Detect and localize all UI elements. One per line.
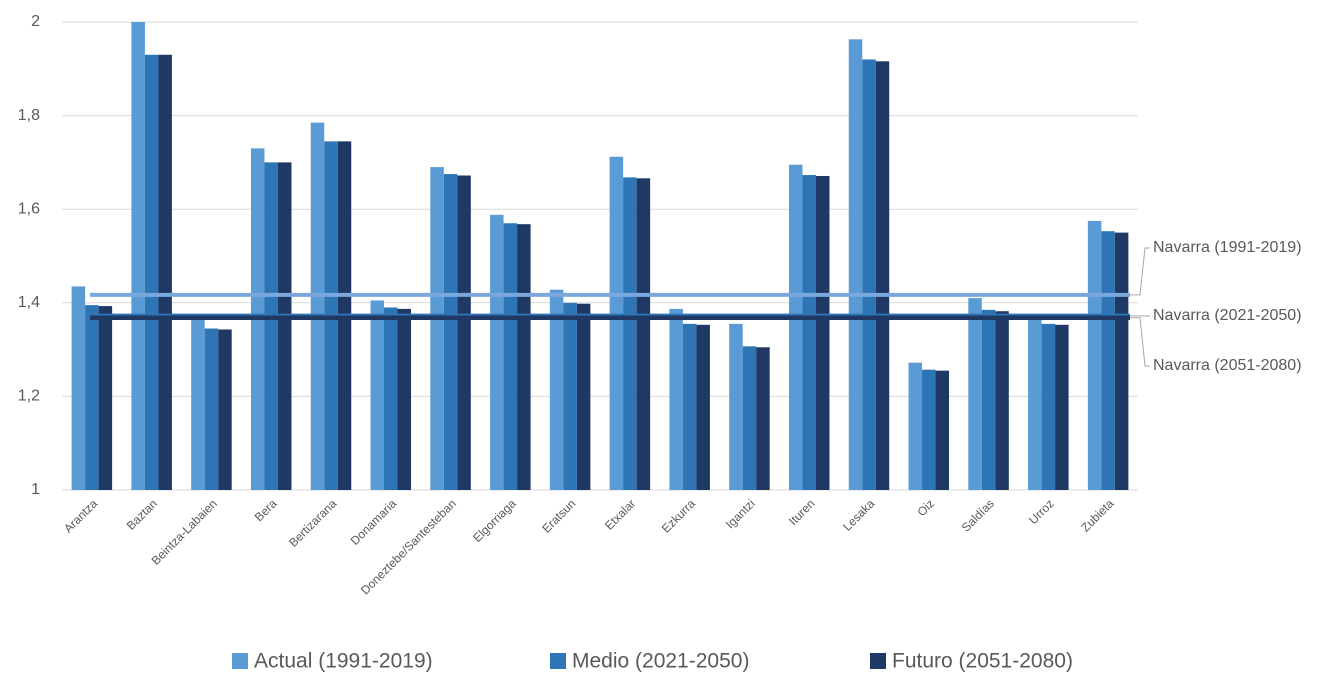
- legend-swatch: [870, 653, 886, 669]
- bar: [384, 307, 398, 490]
- bar: [875, 61, 890, 490]
- bar: [1087, 220, 1102, 490]
- bar: [370, 300, 385, 490]
- bar: [457, 175, 471, 490]
- bar: [609, 156, 624, 490]
- x-tick-label: Eratsun: [539, 496, 578, 535]
- x-tick-label: Lesaka: [840, 496, 877, 533]
- bar: [98, 306, 113, 490]
- bar: [995, 311, 1009, 490]
- bar: [443, 174, 458, 490]
- bar: [788, 164, 803, 491]
- x-tick-label: Bera: [252, 496, 280, 524]
- x-tick-label: Zubieta: [1078, 496, 1116, 534]
- bar: [669, 308, 683, 490]
- y-tick-label: 1,4: [18, 294, 40, 311]
- bar: [696, 324, 710, 490]
- bar: [144, 54, 159, 490]
- bar: [397, 308, 412, 490]
- reference-label: Navarra (2021-2050): [1153, 307, 1302, 324]
- x-tick-label: Saldías: [959, 496, 997, 534]
- bar: [636, 178, 651, 490]
- bar: [218, 329, 232, 490]
- bar: [430, 167, 444, 490]
- bar: [623, 177, 637, 490]
- reference-label: Navarra (2051-2080): [1153, 357, 1302, 374]
- bar: [729, 323, 743, 490]
- bar: [922, 369, 936, 490]
- bar: [264, 162, 278, 490]
- x-tick-label: Ezkurra: [659, 496, 698, 535]
- bar: [204, 328, 219, 490]
- y-tick-label: 1: [31, 481, 40, 498]
- leader-line: [1130, 247, 1150, 296]
- bar: [503, 223, 518, 491]
- reference-label: Navarra (1991-2019): [1153, 239, 1302, 256]
- x-tick-label: Ituren: [786, 496, 818, 528]
- bar: [158, 54, 172, 490]
- bar: [682, 323, 697, 490]
- bar: [1028, 314, 1042, 490]
- bar: [576, 303, 591, 490]
- bar: [981, 309, 996, 490]
- bar: [862, 59, 876, 490]
- bar: [191, 316, 205, 490]
- x-tick-label: Donamaria: [348, 496, 400, 548]
- x-tick-label: Etxalar: [602, 496, 638, 532]
- x-tick-label: Arantza: [61, 496, 100, 535]
- bar: [1114, 232, 1129, 490]
- bar: [71, 286, 86, 490]
- bar: [756, 347, 770, 490]
- bar: [815, 175, 830, 491]
- leader-line: [1130, 317, 1150, 367]
- x-tick-label: Baztan: [124, 496, 160, 532]
- y-tick-label: 1,8: [18, 107, 40, 124]
- bar: [1055, 324, 1069, 490]
- bar: [1041, 323, 1056, 490]
- bar: [802, 175, 816, 490]
- x-tick-label: Bertizarana: [286, 496, 340, 550]
- x-tick-label: Beintza-Labaien: [149, 496, 220, 567]
- bar: [968, 298, 982, 490]
- bar: [1101, 231, 1115, 491]
- bar: [490, 214, 504, 491]
- x-tick-label: Oiz: [915, 496, 938, 519]
- bar: [848, 39, 863, 490]
- legend-swatch: [232, 653, 248, 669]
- legend-label: Actual (1991-2019): [254, 650, 433, 673]
- bar: [549, 289, 564, 490]
- x-tick-label: Igantzi: [723, 496, 758, 531]
- bar: [563, 302, 577, 490]
- bar: [85, 305, 99, 490]
- bar: [742, 346, 757, 490]
- y-tick-label: 2: [31, 13, 40, 30]
- bar: [310, 122, 325, 491]
- legend-label: Futuro (2051-2080): [892, 650, 1073, 673]
- bar: [131, 22, 145, 490]
- bar: [277, 162, 292, 490]
- x-tick-label: Urroz: [1026, 496, 1057, 527]
- y-tick-label: 1,2: [18, 388, 40, 405]
- x-tick-label: Elgorriaga: [470, 496, 519, 545]
- bar: [517, 224, 531, 490]
- y-tick-label: 1,6: [18, 200, 40, 217]
- legend-label: Medio (2021-2050): [572, 650, 749, 673]
- bar: [908, 362, 923, 490]
- bar: [935, 370, 950, 490]
- legend-swatch: [550, 653, 566, 669]
